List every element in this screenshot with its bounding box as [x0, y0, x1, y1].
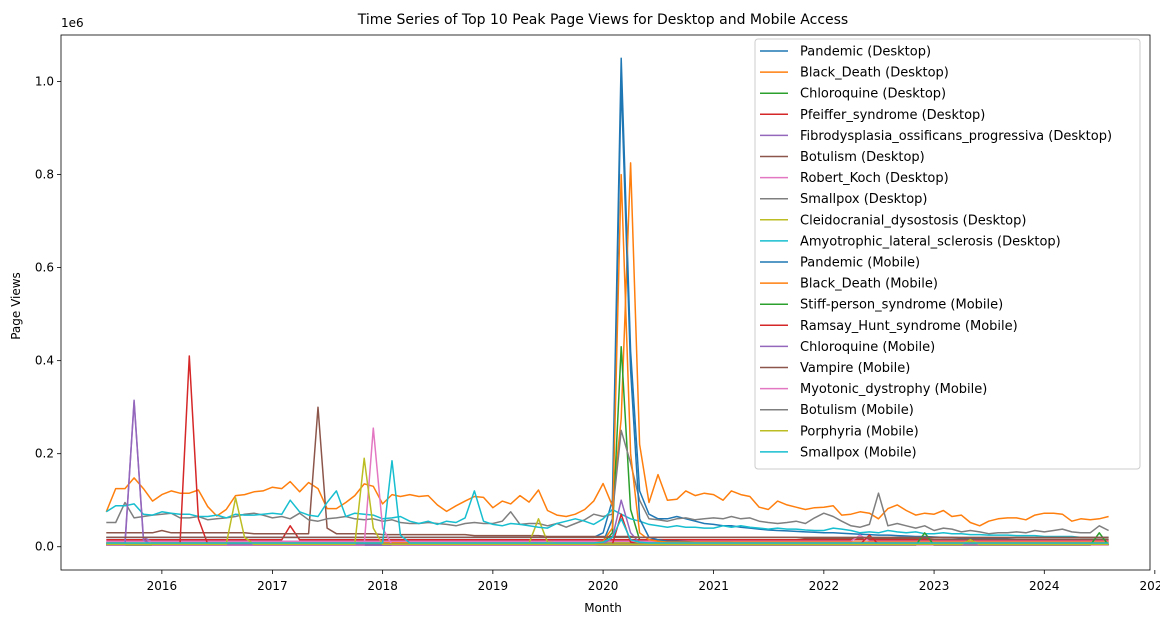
legend-label-17: Botulism (Mobile) [800, 403, 914, 418]
legend-label-4: Fibrodysplasia_ossificans_progressiva (D… [800, 129, 1112, 144]
legend-label-12: Stiff-person_syndrome (Mobile) [800, 298, 1003, 313]
x-tick-label-0: 2016 [147, 579, 178, 593]
legend-label-9: Amyotrophic_lateral_sclerosis (Desktop) [800, 234, 1061, 249]
legend-label-11: Black_Death (Mobile) [800, 277, 938, 292]
x-tick-label-2: 2018 [367, 579, 398, 593]
legend-frame [754, 38, 1141, 470]
axes-frame [60, 34, 1151, 571]
x-tick-label-6: 2022 [809, 579, 840, 593]
x-tick-label-9: 2025 [1140, 579, 1160, 593]
x-tick-label-5: 2021 [698, 579, 729, 593]
series-line-9 [105, 490, 1109, 539]
legend-label-15: Vampire (Mobile) [800, 361, 910, 376]
series-line-18 [106, 457, 1109, 546]
x-tick-label-3: 2019 [478, 579, 509, 593]
legend-label-0: Pandemic (Desktop) [800, 45, 931, 60]
y-tick-label-4: 0.8 [35, 168, 54, 182]
x-tick-label-7: 2023 [919, 579, 950, 593]
legend-label-13: Ramsay_Hunt_syndrome (Mobile) [800, 319, 1018, 334]
x-tick-label-1: 2017 [257, 579, 288, 593]
chart-title: Time Series of Top 10 Peak Page Views fo… [357, 12, 848, 28]
x-tick-label-8: 2024 [1029, 579, 1060, 593]
legend-label-8: Cleidocranial_dysostosis (Desktop) [800, 213, 1026, 228]
legend: Pandemic (Desktop) Black_Death (Desktop) C… [754, 38, 1141, 470]
legend-label-1: Black_Death (Desktop) [800, 66, 949, 81]
x-tick-label-4: 2020 [588, 579, 619, 593]
legend-label-10: Pandemic (Mobile) [800, 256, 920, 271]
legend-label-2: Chloroquine (Desktop) [800, 87, 946, 102]
x-axis-label: Month [584, 601, 622, 615]
series-line-5 [106, 406, 1109, 541]
plot-area [105, 57, 1110, 547]
legend-label-3: Pfeiffer_syndrome (Desktop) [800, 108, 985, 123]
legend-label-14: Chloroquine (Mobile) [800, 340, 935, 355]
legend-label-6: Robert_Koch (Desktop) [800, 171, 949, 186]
y-tick-label-2: 0.4 [35, 354, 54, 368]
series-line-1 [105, 162, 1109, 527]
series-line-7 [106, 429, 1109, 535]
legend-label-18: Porphyria (Mobile) [800, 424, 919, 439]
series-line-19 [106, 459, 1109, 544]
legend-label-19: Smallpox (Mobile) [800, 445, 917, 460]
legend-label-5: Botulism (Desktop) [800, 150, 925, 165]
y-tick-label-0: 0.0 [35, 540, 54, 554]
y-tick-label-3: 0.6 [35, 261, 54, 275]
legend-label-7: Smallpox (Desktop) [800, 192, 928, 207]
legend-label-16: Myotonic_dystrophy (Mobile) [800, 382, 987, 397]
y-axis-label: Page Views [9, 272, 23, 340]
y-tick-label-5: 1.0 [35, 75, 54, 89]
y-tick-label-1: 0.2 [35, 447, 54, 461]
y-axis-offset-label: 1e6 [61, 16, 84, 30]
